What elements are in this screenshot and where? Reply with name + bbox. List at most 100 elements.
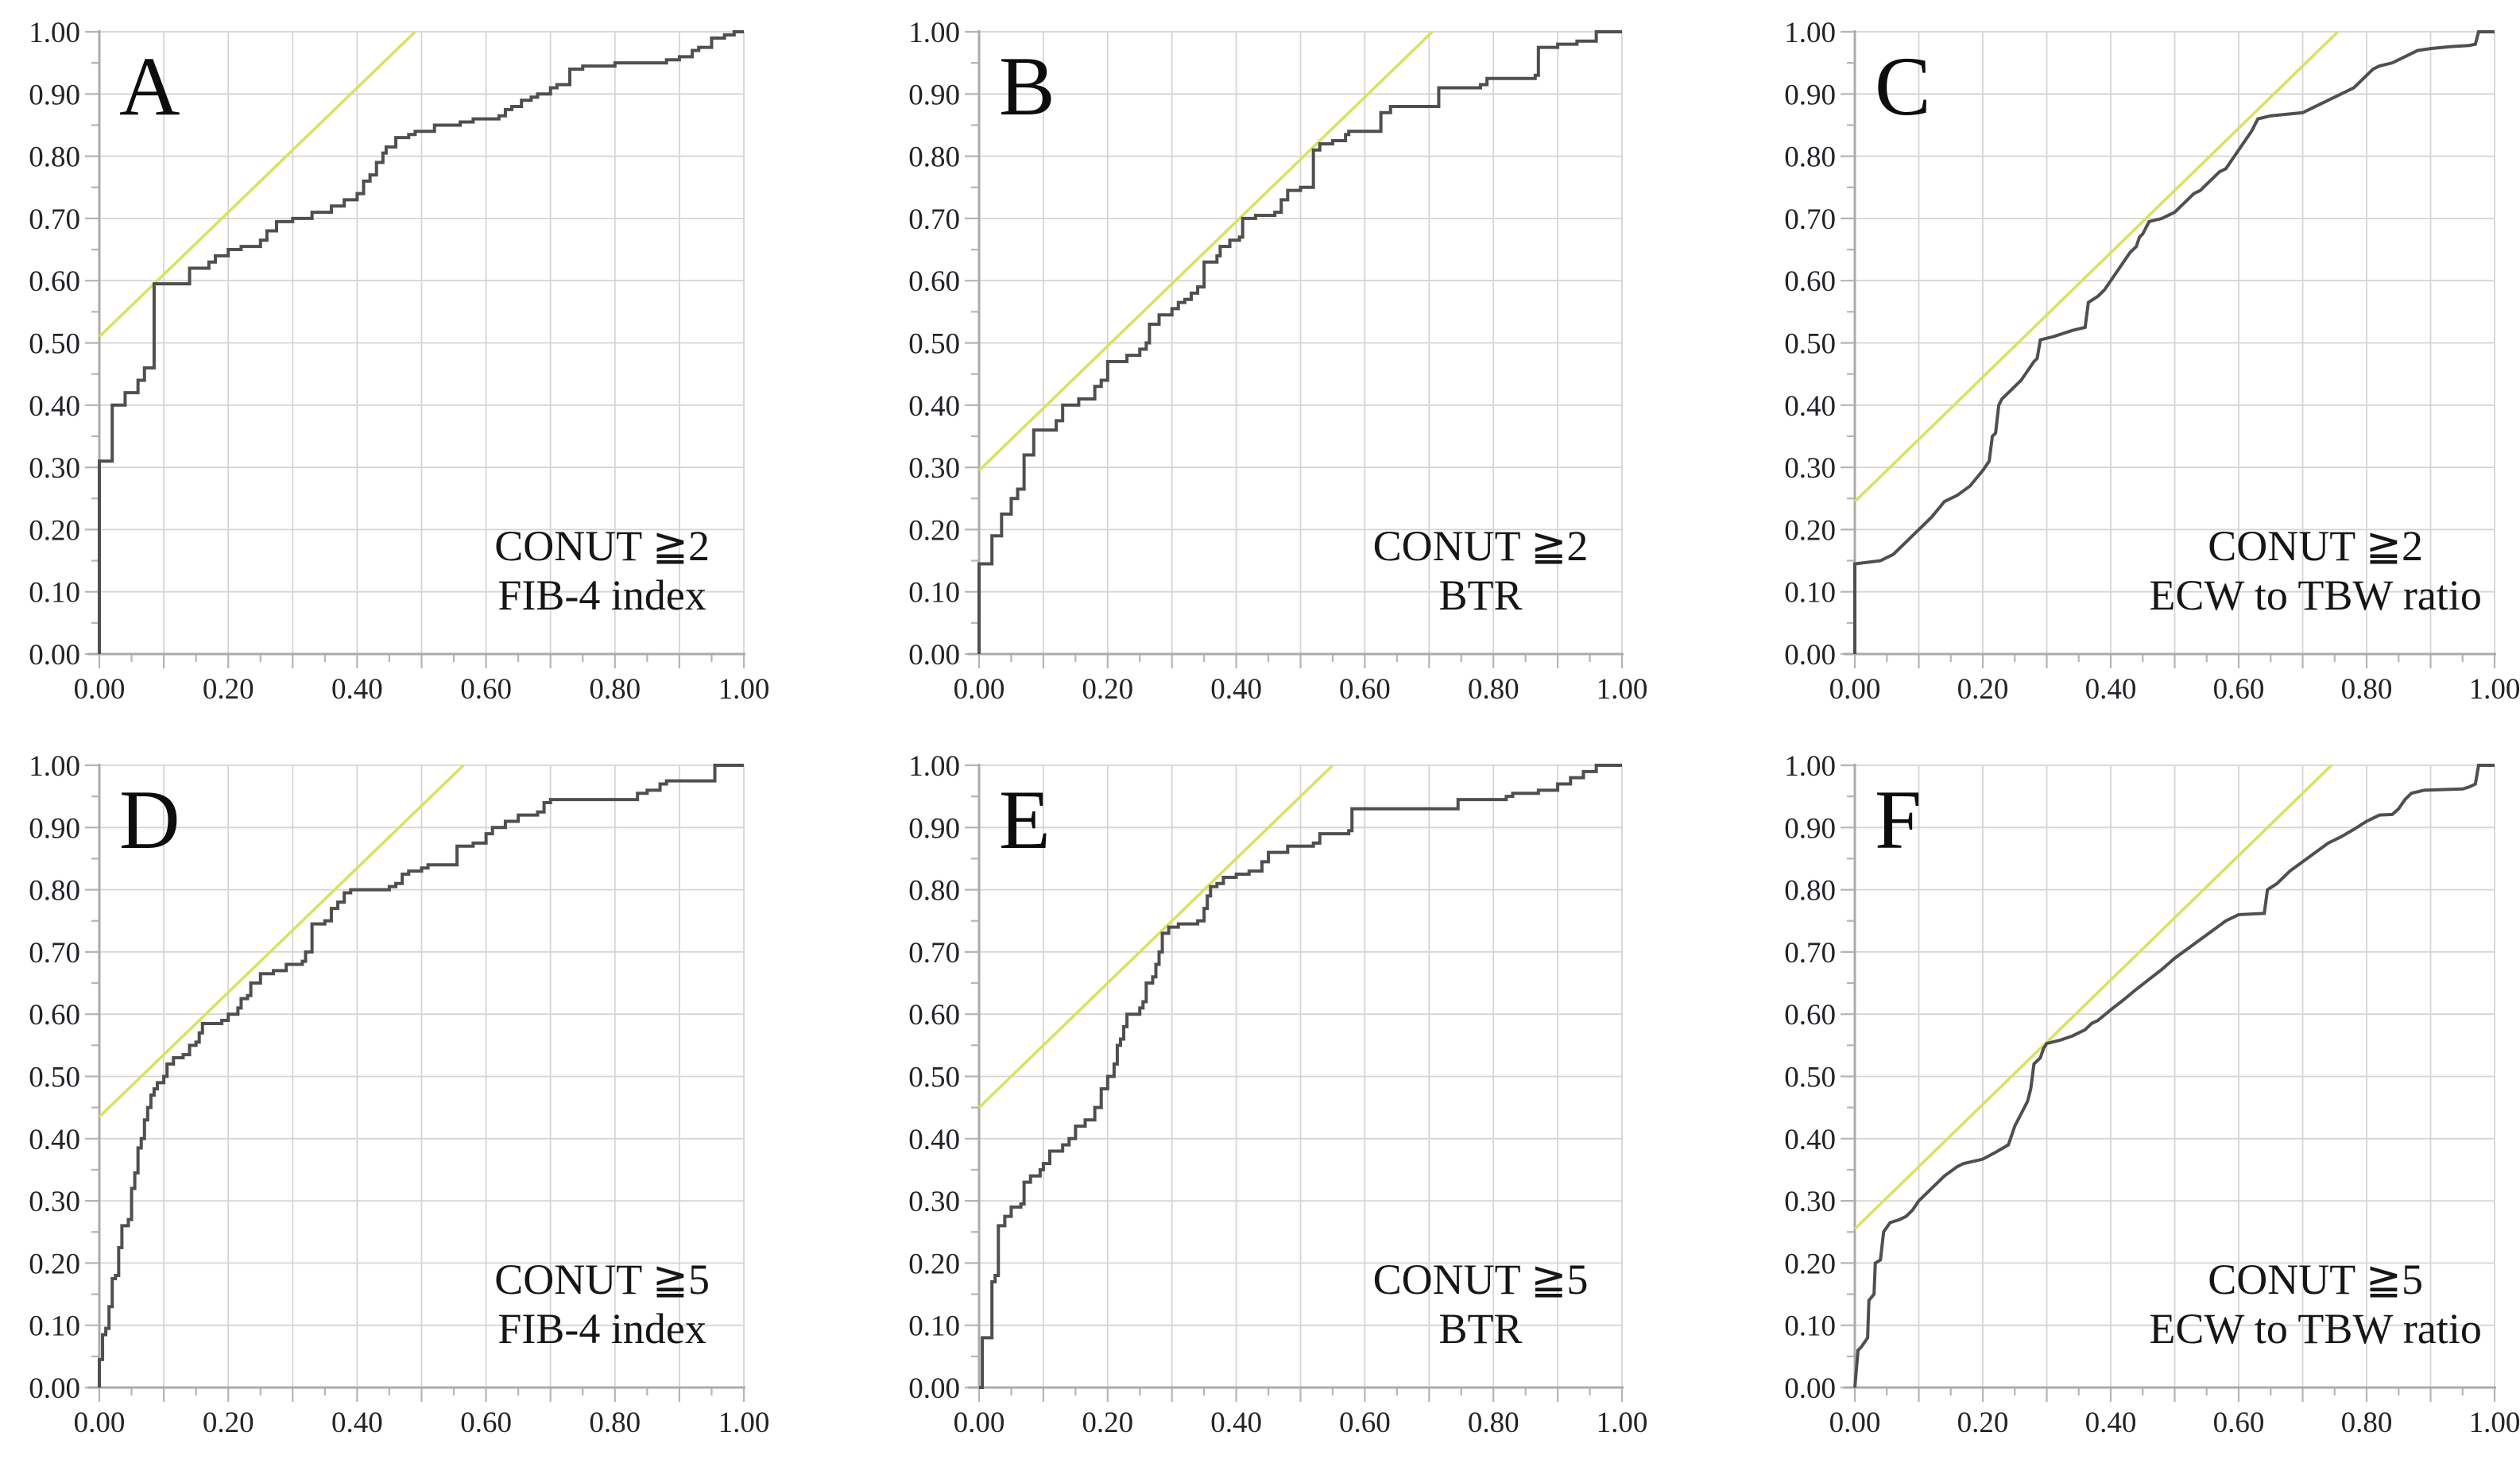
annotation-line-2: ECW to TBW ratio xyxy=(2149,571,2481,619)
reference-diagonal-line xyxy=(98,764,465,1118)
annotation-line-2: FIB-4 index xyxy=(497,571,706,619)
x-tick-label: 1.00 xyxy=(718,1407,770,1439)
y-tick-label: 0.90 xyxy=(1784,812,1836,845)
x-tick-label: 0.20 xyxy=(1082,1407,1133,1439)
x-tick-label: 1.00 xyxy=(1597,673,1648,706)
x-tick-label: 0.80 xyxy=(589,1407,641,1439)
annotation-line-1: CONUT ≧2 xyxy=(2208,522,2423,570)
reference-diagonal-line xyxy=(1853,30,2339,503)
y-tick-label: 0.70 xyxy=(29,203,80,236)
roc-plot-C: 0.00 0.10 0.20 0.30 0.40 0.50 0.60 0.70 0.80 0.90… xyxy=(1784,17,2520,706)
roc-panel-a: 0.00 0.10 0.20 0.30 0.40 0.50 0.60 0.70 0.80 0.90… xyxy=(0,0,840,734)
y-tick-label: 0.30 xyxy=(908,1186,960,1218)
roc-plot-E: 0.00 0.10 0.20 0.30 0.40 0.50 0.60 0.70 0.80 0.90… xyxy=(908,750,1648,1439)
y-tick-label: 0.60 xyxy=(1784,265,1836,298)
y-tick-label: 0.10 xyxy=(1784,577,1836,610)
x-tick-label: 0.00 xyxy=(74,1407,126,1439)
y-tick-label: 0.50 xyxy=(908,1062,960,1094)
y-tick-label: 0.40 xyxy=(908,1124,960,1156)
y-tick-label: 0.70 xyxy=(1784,203,1836,236)
annotation-line-1: CONUT ≧2 xyxy=(1373,522,1589,570)
x-tick-labels: 0.00 0.20 0.40 0.60 0.80 1.00 xyxy=(954,673,1648,706)
x-tick-label: 0.20 xyxy=(203,1407,254,1439)
annotation-line-1: CONUT ≧2 xyxy=(494,522,710,570)
roc-panel-e: 0.00 0.10 0.20 0.30 0.40 0.50 0.60 0.70 0.80 0.90… xyxy=(840,734,1680,1467)
reference-diagonal-line xyxy=(977,30,1434,472)
tick-marks xyxy=(1841,30,2496,668)
x-tick-label: 0.80 xyxy=(2341,673,2393,706)
x-tick-label: 0.20 xyxy=(1957,673,2009,706)
y-tick-label: 0.20 xyxy=(29,514,80,547)
y-tick-label: 0.50 xyxy=(29,1062,80,1094)
y-tick-label: 0.40 xyxy=(29,390,80,423)
x-tick-label: 0.00 xyxy=(1829,673,1881,706)
x-tick-labels: 0.00 0.20 0.40 0.60 0.80 1.00 xyxy=(1829,673,2520,706)
annotation-line-2: BTR xyxy=(1439,571,1523,619)
roc-curve xyxy=(98,764,744,1388)
y-tick-labels: 0.00 0.10 0.20 0.30 0.40 0.50 0.60 0.70 0.80 0.90… xyxy=(29,17,80,672)
y-tick-label: 0.80 xyxy=(29,875,80,908)
y-tick-label: 0.40 xyxy=(1784,1124,1836,1156)
y-tick-label: 0.40 xyxy=(29,1124,80,1156)
y-tick-label: 0.20 xyxy=(29,1248,80,1280)
y-tick-label: 0.30 xyxy=(1784,1186,1836,1218)
reference-diagonal-line xyxy=(977,764,1334,1109)
y-tick-label: 0.50 xyxy=(29,328,80,361)
y-tick-label: 0.40 xyxy=(908,390,960,423)
y-tick-label: 0.10 xyxy=(908,1310,960,1343)
x-tick-label: 0.80 xyxy=(2341,1407,2393,1439)
axes-lines xyxy=(968,764,1624,1389)
roc-curve xyxy=(979,764,1622,1389)
y-tick-label: 0.80 xyxy=(1784,875,1836,908)
x-tick-label: 0.80 xyxy=(1468,1407,1519,1439)
x-tick-labels: 0.00 0.20 0.40 0.60 0.80 1.00 xyxy=(954,1407,1648,1439)
y-tick-label: 0.10 xyxy=(1784,1310,1836,1343)
panel-letter: B xyxy=(999,40,1055,133)
x-tick-label: 1.00 xyxy=(718,673,770,706)
y-tick-label: 0.50 xyxy=(908,328,960,361)
y-tick-label: 0.90 xyxy=(29,812,80,845)
x-tick-label: 0.00 xyxy=(954,1407,1005,1439)
y-tick-label: 0.10 xyxy=(29,1310,80,1343)
roc-panel-d: 0.00 0.10 0.20 0.30 0.40 0.50 0.60 0.70 0.80 0.90… xyxy=(0,734,840,1467)
y-tick-label: 0.90 xyxy=(1784,79,1836,111)
y-tick-label: 0.30 xyxy=(908,452,960,485)
x-tick-label: 0.40 xyxy=(331,1407,383,1439)
y-tick-label: 0.80 xyxy=(1784,141,1836,174)
annotation-line-2: FIB-4 index xyxy=(497,1305,706,1353)
x-tick-label: 0.60 xyxy=(1339,1407,1391,1439)
y-tick-label: 0.50 xyxy=(1784,328,1836,361)
panel-letter: A xyxy=(119,40,180,133)
tick-marks xyxy=(965,30,1624,668)
roc-panel-f: 0.00 0.10 0.20 0.30 0.40 0.50 0.60 0.70 0.80 0.90… xyxy=(1680,734,2520,1467)
y-tick-label: 0.90 xyxy=(29,79,80,111)
roc-panel-c: 0.00 0.10 0.20 0.30 0.40 0.50 0.60 0.70 0.80 0.90… xyxy=(1680,0,2520,734)
y-tick-label: 0.20 xyxy=(1784,1248,1836,1280)
annotation-line-1: CONUT ≧5 xyxy=(1373,1256,1589,1303)
x-tick-label: 0.00 xyxy=(74,673,126,706)
y-tick-label: 0.00 xyxy=(908,639,960,672)
x-tick-label: 0.20 xyxy=(1957,1407,2009,1439)
x-tick-label: 0.20 xyxy=(1082,673,1133,706)
y-tick-labels: 0.00 0.10 0.20 0.30 0.40 0.50 0.60 0.70 0.80 0.90… xyxy=(1784,750,1836,1405)
y-tick-label: 0.80 xyxy=(908,875,960,908)
roc-curve xyxy=(1853,764,2495,1388)
y-tick-labels: 0.00 0.10 0.20 0.30 0.40 0.50 0.60 0.70 0.80 0.90… xyxy=(1784,17,1836,672)
x-tick-label: 0.00 xyxy=(954,673,1005,706)
y-tick-label: 0.10 xyxy=(29,577,80,610)
y-tick-label: 1.00 xyxy=(908,17,960,49)
tick-marks xyxy=(965,764,1624,1402)
y-tick-label: 0.30 xyxy=(29,452,80,485)
y-tick-label: 1.00 xyxy=(908,750,960,783)
y-tick-label: 0.30 xyxy=(29,1186,80,1218)
x-tick-label: 0.40 xyxy=(331,673,383,706)
panel-letter: F xyxy=(1875,773,1922,866)
x-tick-label: 0.80 xyxy=(1468,673,1519,706)
y-tick-label: 0.60 xyxy=(908,999,960,1032)
annotation-line-1: CONUT ≧5 xyxy=(2208,1256,2423,1303)
axes-lines xyxy=(1844,30,2496,656)
y-tick-labels: 0.00 0.10 0.20 0.30 0.40 0.50 0.60 0.70 0.80 0.90… xyxy=(908,17,960,672)
y-tick-label: 1.00 xyxy=(1784,750,1836,783)
x-tick-labels: 0.00 0.20 0.40 0.60 0.80 1.00 xyxy=(74,1407,770,1439)
